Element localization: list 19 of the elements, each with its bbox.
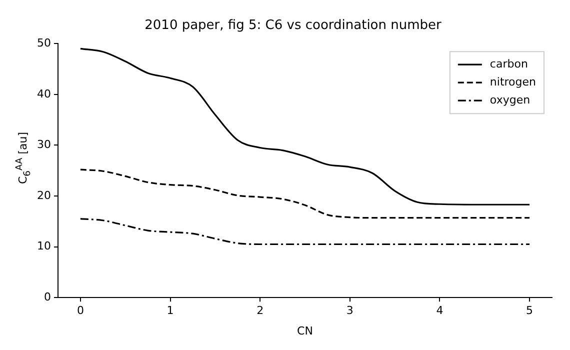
chart-title: 2010 paper, fig 5: C6 vs coordination number [144,18,442,34]
x-tick-label: 3 [346,304,354,318]
x-tick-label: 2 [256,304,264,318]
x-tick-label: 5 [526,304,534,318]
line-series [80,218,530,246]
legend-label: carbon [490,57,528,70]
x-tick-label: 0 [76,304,84,318]
y-tick-label: 10 [36,240,51,253]
y-tick-label: 0 [44,290,51,304]
x-tick-label: 1 [166,304,174,318]
y-tick-label: 50 [36,36,51,50]
y-tick-label: 30 [36,138,51,152]
legend-label: oxygen [490,93,530,106]
legend-label: nitrogen [490,75,536,88]
x-tick-label: 4 [436,304,444,318]
x-axis-title: CN [297,324,313,338]
y-tick-label: 20 [36,188,51,202]
line-series [80,168,530,219]
y-tick-label: 40 [36,87,51,100]
